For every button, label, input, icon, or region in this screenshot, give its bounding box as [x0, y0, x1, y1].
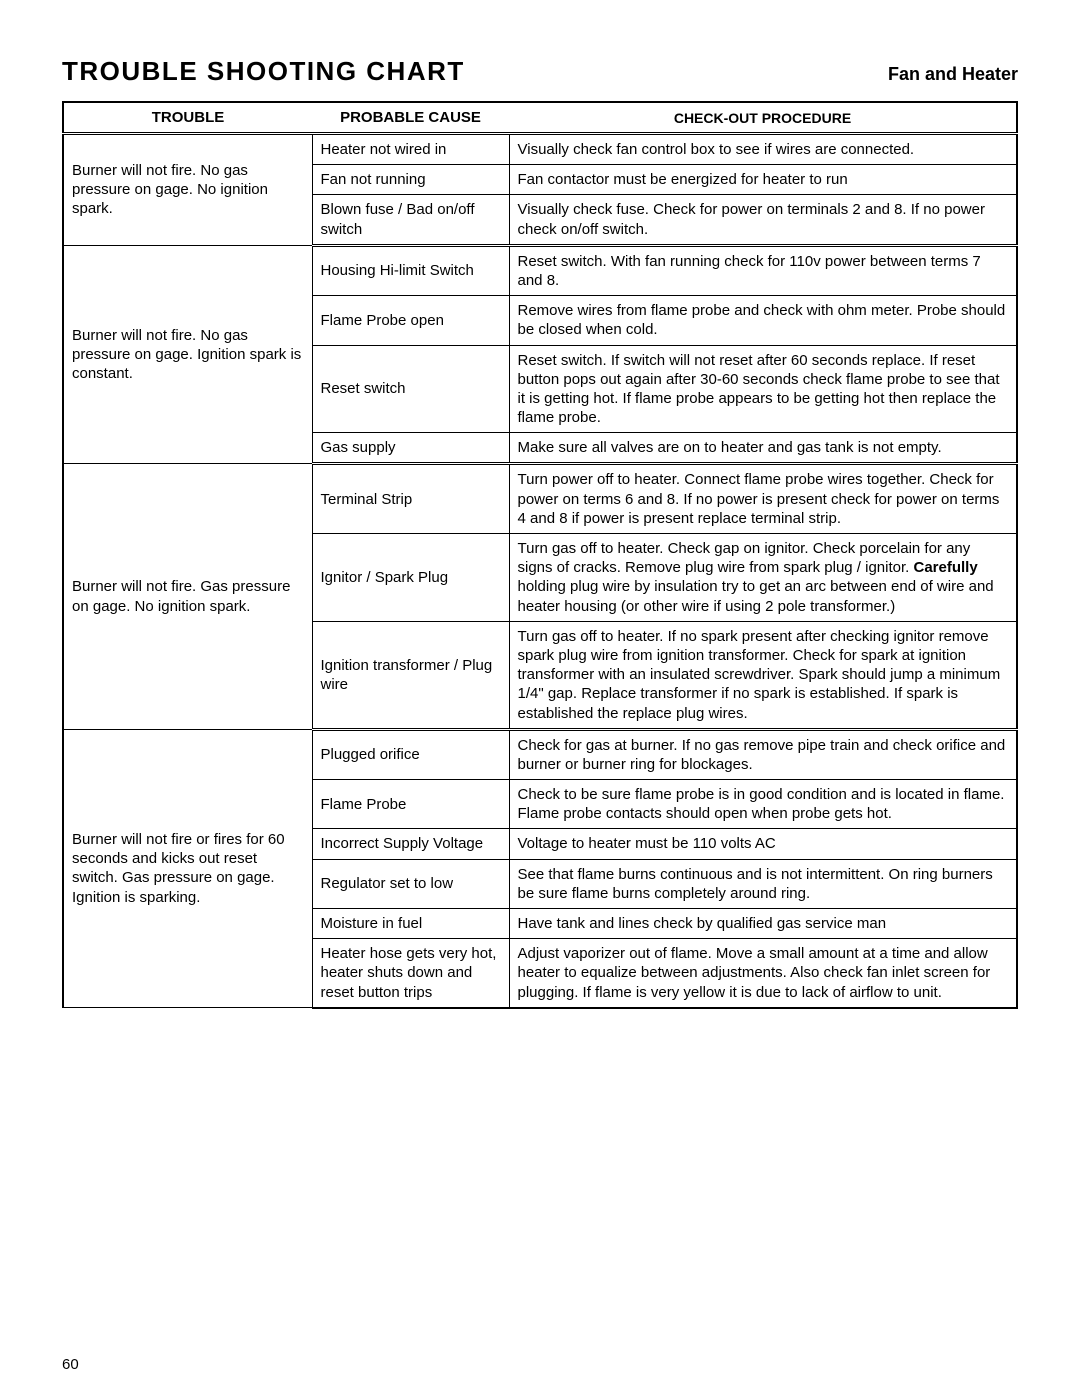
trouble-cell: Burner will not fire. Gas pressure on ga… [63, 464, 312, 729]
table-row: Burner will not fire. No gas pressure on… [63, 245, 1017, 295]
trouble-cell: Burner will not fire or fires for 60 sec… [63, 729, 312, 1008]
cause-cell: Heater hose gets very hot, heater shuts … [312, 939, 509, 1008]
cause-cell: Blown fuse / Bad on/off switch [312, 195, 509, 245]
procedure-cell: Reset switch. With fan running check for… [509, 245, 1017, 295]
cause-cell: Incorrect Supply Voltage [312, 829, 509, 859]
troubleshooting-table: TROUBLE PROBABLE CAUSE CHECK-OUT PROCEDU… [62, 101, 1018, 1009]
procedure-cell: Voltage to heater must be 110 volts AC [509, 829, 1017, 859]
procedure-cell: Check to be sure flame probe is in good … [509, 780, 1017, 829]
cause-cell: Regulator set to low [312, 859, 509, 908]
table-row: Burner will not fire or fires for 60 sec… [63, 729, 1017, 779]
page-number: 60 [62, 1356, 79, 1373]
table-row: Burner will not fire. Gas pressure on ga… [63, 464, 1017, 534]
trouble-cell: Burner will not fire. No gas pressure on… [63, 134, 312, 246]
procedure-cell: Fan contactor must be energized for heat… [509, 165, 1017, 195]
cause-cell: Housing Hi-limit Switch [312, 245, 509, 295]
col-trouble: TROUBLE [63, 102, 312, 134]
table-row: Burner will not fire. No gas pressure on… [63, 134, 1017, 165]
cause-cell: Ignitor / Spark Plug [312, 534, 509, 622]
cause-cell: Gas supply [312, 433, 509, 464]
trouble-cell: Burner will not fire. No gas pressure on… [63, 245, 312, 464]
procedure-cell: Remove wires from flame probe and check … [509, 296, 1017, 345]
procedure-cell: Adjust vaporizer out of flame. Move a sm… [509, 939, 1017, 1008]
page-title: TROUBLE SHOOTING CHART [62, 56, 465, 87]
col-cause: PROBABLE CAUSE [312, 102, 509, 134]
title-bar: TROUBLE SHOOTING CHART Fan and Heater [62, 56, 1018, 87]
cause-cell: Reset switch [312, 345, 509, 433]
procedure-cell: Turn gas off to heater. If no spark pres… [509, 621, 1017, 729]
procedure-cell: Have tank and lines check by qualified g… [509, 909, 1017, 939]
procedure-cell: Make sure all valves are on to heater an… [509, 433, 1017, 464]
cause-cell: Fan not running [312, 165, 509, 195]
procedure-cell: Reset switch. If switch will not reset a… [509, 345, 1017, 433]
proc-bold: Carefully [914, 559, 978, 576]
cause-cell: Ignition transformer / Plug wire [312, 621, 509, 729]
procedure-cell: Turn gas off to heater. Check gap on ign… [509, 534, 1017, 622]
procedure-cell: Visually check fan control box to see if… [509, 134, 1017, 165]
cause-cell: Moisture in fuel [312, 909, 509, 939]
page-subtitle: Fan and Heater [888, 64, 1018, 85]
col-procedure: CHECK-OUT PROCEDURE [509, 102, 1017, 134]
procedure-cell: See that flame burns continuous and is n… [509, 859, 1017, 908]
cause-cell: Plugged orifice [312, 729, 509, 779]
procedure-cell: Check for gas at burner. If no gas remov… [509, 729, 1017, 779]
cause-cell: Heater not wired in [312, 134, 509, 165]
table-header-row: TROUBLE PROBABLE CAUSE CHECK-OUT PROCEDU… [63, 102, 1017, 134]
procedure-cell: Turn power off to heater. Connect flame … [509, 464, 1017, 534]
cause-cell: Terminal Strip [312, 464, 509, 534]
procedure-cell: Visually check fuse. Check for power on … [509, 195, 1017, 245]
proc-text: Turn gas off to heater. Check gap on ign… [518, 540, 971, 576]
cause-cell: Flame Probe open [312, 296, 509, 345]
cause-cell: Flame Probe [312, 780, 509, 829]
proc-text: holding plug wire by insulation try to g… [518, 578, 994, 614]
page: TROUBLE SHOOTING CHART Fan and Heater TR… [0, 0, 1080, 1397]
